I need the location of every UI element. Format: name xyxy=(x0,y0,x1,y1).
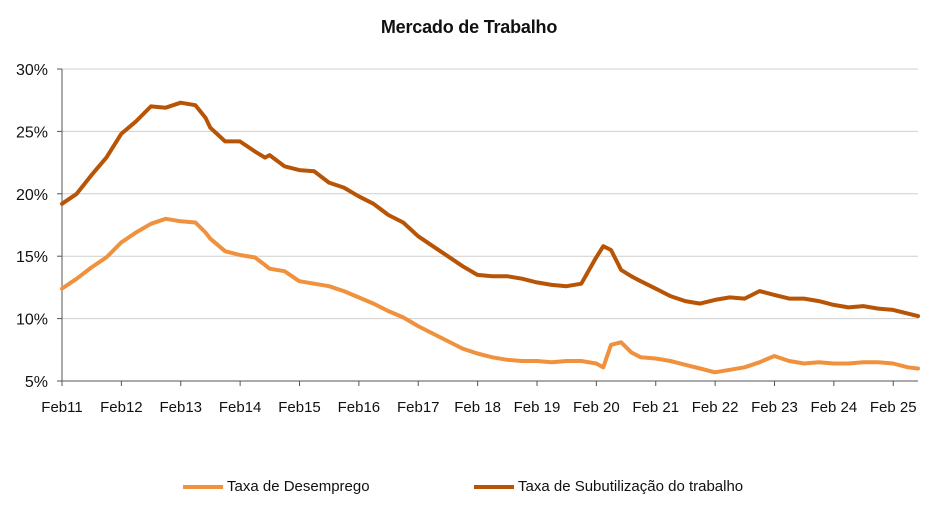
gridlines xyxy=(62,68,918,320)
y-tick-label: 10% xyxy=(16,312,48,329)
y-tick-label: 25% xyxy=(16,124,48,141)
series-line-desemprego xyxy=(60,216,920,375)
legend-label-subutilizacao: Taxa de Subutilização do trabalho xyxy=(518,478,744,495)
x-tick-label: Feb11 xyxy=(41,399,82,416)
x-tick-label: Feb 24 xyxy=(811,399,858,416)
legend-item-subutilizacao: Taxa de Subutilização do trabalho xyxy=(474,478,743,495)
x-tick-label: Feb 23 xyxy=(751,399,798,416)
x-tick-label: Feb 22 xyxy=(692,399,739,416)
x-tick-label: Feb14 xyxy=(219,399,262,416)
series-line-subutilizacao xyxy=(60,100,920,319)
x-tick-label: Feb12 xyxy=(100,399,143,416)
y-axis-tick-labels: 5% 10% 15% 20% 25% 30% xyxy=(16,62,48,391)
x-tick-label: Feb13 xyxy=(159,399,202,416)
y-tick-label: 5% xyxy=(25,374,48,391)
x-tick-label: Feb 25 xyxy=(870,399,917,416)
series-lines xyxy=(60,100,920,375)
legend-label-desemprego: Taxa de Desemprego xyxy=(227,478,370,495)
legend-swatch-desemprego xyxy=(183,484,223,489)
chart-title: Mercado de Trabalho xyxy=(380,17,558,37)
y-tick-label: 15% xyxy=(16,249,48,266)
x-tick-label: Feb 18 xyxy=(454,399,501,416)
x-tick-label: Feb17 xyxy=(397,399,440,416)
x-tick-label: Feb 20 xyxy=(573,399,620,416)
x-axis-tick-labels: Feb11 Feb12 Feb13 Feb14 Feb15 Feb16 Feb17 Feb 1… xyxy=(41,399,916,416)
x-tick-label: Feb 21 xyxy=(632,399,679,416)
x-tick-label: Feb15 xyxy=(278,399,321,416)
axes xyxy=(57,68,918,386)
y-tick-label: 30% xyxy=(16,62,48,79)
y-tick-label: 20% xyxy=(16,187,48,204)
legend-item-desemprego: Taxa de Desemprego xyxy=(183,478,370,495)
x-tick-label: Feb16 xyxy=(338,399,381,416)
x-tick-label: Feb 19 xyxy=(514,399,561,416)
legend-swatch-subutilizacao xyxy=(474,484,514,489)
